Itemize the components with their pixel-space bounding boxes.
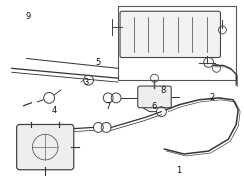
Bar	[118, 6, 236, 80]
Text: 9: 9	[26, 12, 31, 21]
FancyBboxPatch shape	[120, 11, 221, 57]
Text: 7: 7	[105, 102, 110, 111]
FancyBboxPatch shape	[17, 124, 74, 170]
Text: 1: 1	[176, 166, 181, 175]
Text: 4: 4	[52, 106, 57, 115]
Text: 6: 6	[152, 102, 157, 111]
Text: 5: 5	[95, 58, 101, 67]
Text: 3: 3	[83, 78, 89, 87]
Text: 2: 2	[209, 93, 215, 102]
FancyBboxPatch shape	[138, 86, 171, 108]
Text: 8: 8	[160, 86, 165, 94]
